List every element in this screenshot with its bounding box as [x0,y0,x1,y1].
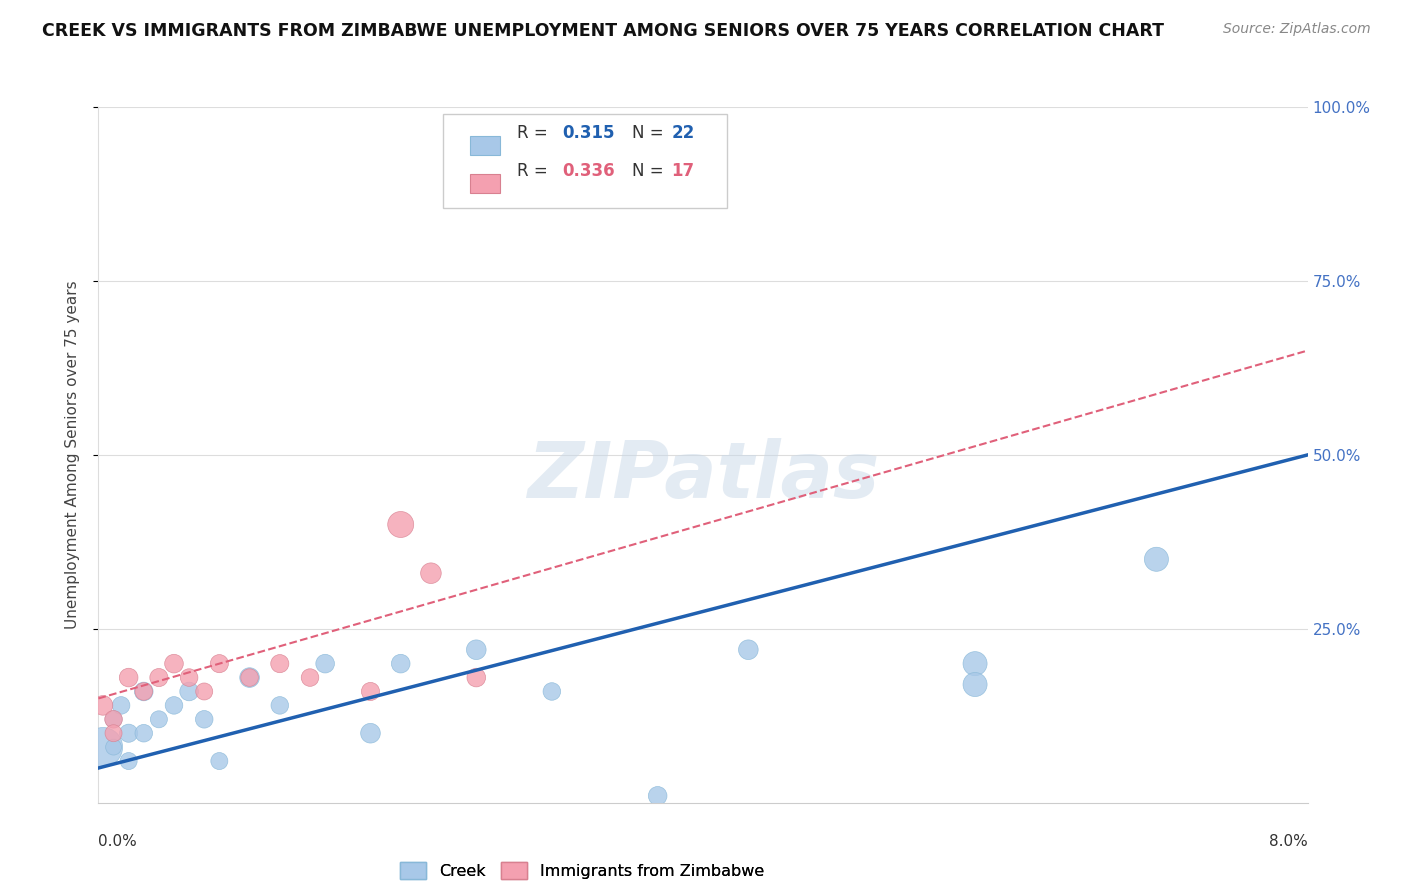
Point [208,754,231,768]
Point [132,684,155,698]
Point [1146,552,1168,566]
Point [389,517,412,532]
Text: N =: N = [631,124,668,142]
Point [208,657,231,671]
Point [103,740,125,755]
FancyBboxPatch shape [470,174,501,193]
Point [91,698,114,713]
Point [103,712,125,726]
Text: CREEK VS IMMIGRANTS FROM ZIMBABWE UNEMPLOYMENT AMONG SENIORS OVER 75 YEARS CORRE: CREEK VS IMMIGRANTS FROM ZIMBABWE UNEMPL… [42,22,1164,40]
Point [132,684,155,698]
Text: 0.315: 0.315 [562,124,616,142]
Point [647,128,669,142]
FancyBboxPatch shape [470,136,501,155]
Point [965,677,987,691]
Point [239,671,262,685]
Y-axis label: Unemployment Among Seniors over 75 years: Unemployment Among Seniors over 75 years [65,281,80,629]
Point [314,657,336,671]
Point [110,698,132,713]
Point [647,789,669,803]
Point [465,671,488,685]
Point [193,712,215,726]
Point [360,726,382,740]
Point [148,671,170,685]
Point [163,698,186,713]
Legend: Creek, Immigrants from Zimbabwe: Creek, Immigrants from Zimbabwe [394,856,770,885]
Point [118,754,141,768]
Point [269,657,291,671]
Point [118,726,141,740]
Point [269,698,291,713]
Text: 0.0%: 0.0% [98,834,138,849]
Point [118,671,141,685]
Point [299,671,322,685]
Point [179,684,201,698]
Text: Source: ZipAtlas.com: Source: ZipAtlas.com [1223,22,1371,37]
Text: ZIPatlas: ZIPatlas [527,438,879,514]
Text: R =: R = [517,124,553,142]
Point [193,684,215,698]
Text: N =: N = [631,161,668,179]
Point [148,712,170,726]
Point [91,740,114,755]
Text: R =: R = [517,161,553,179]
Point [360,684,382,698]
Point [179,671,201,685]
Point [389,657,412,671]
Point [465,642,488,657]
Point [239,671,262,685]
Point [965,657,987,671]
Point [132,726,155,740]
Point [541,684,564,698]
Point [163,657,186,671]
Point [737,642,759,657]
Point [420,566,443,581]
Text: 0.336: 0.336 [562,161,616,179]
Text: 17: 17 [672,161,695,179]
FancyBboxPatch shape [443,114,727,208]
Point [103,712,125,726]
Point [103,726,125,740]
Text: 22: 22 [672,124,695,142]
Text: 8.0%: 8.0% [1268,834,1308,849]
